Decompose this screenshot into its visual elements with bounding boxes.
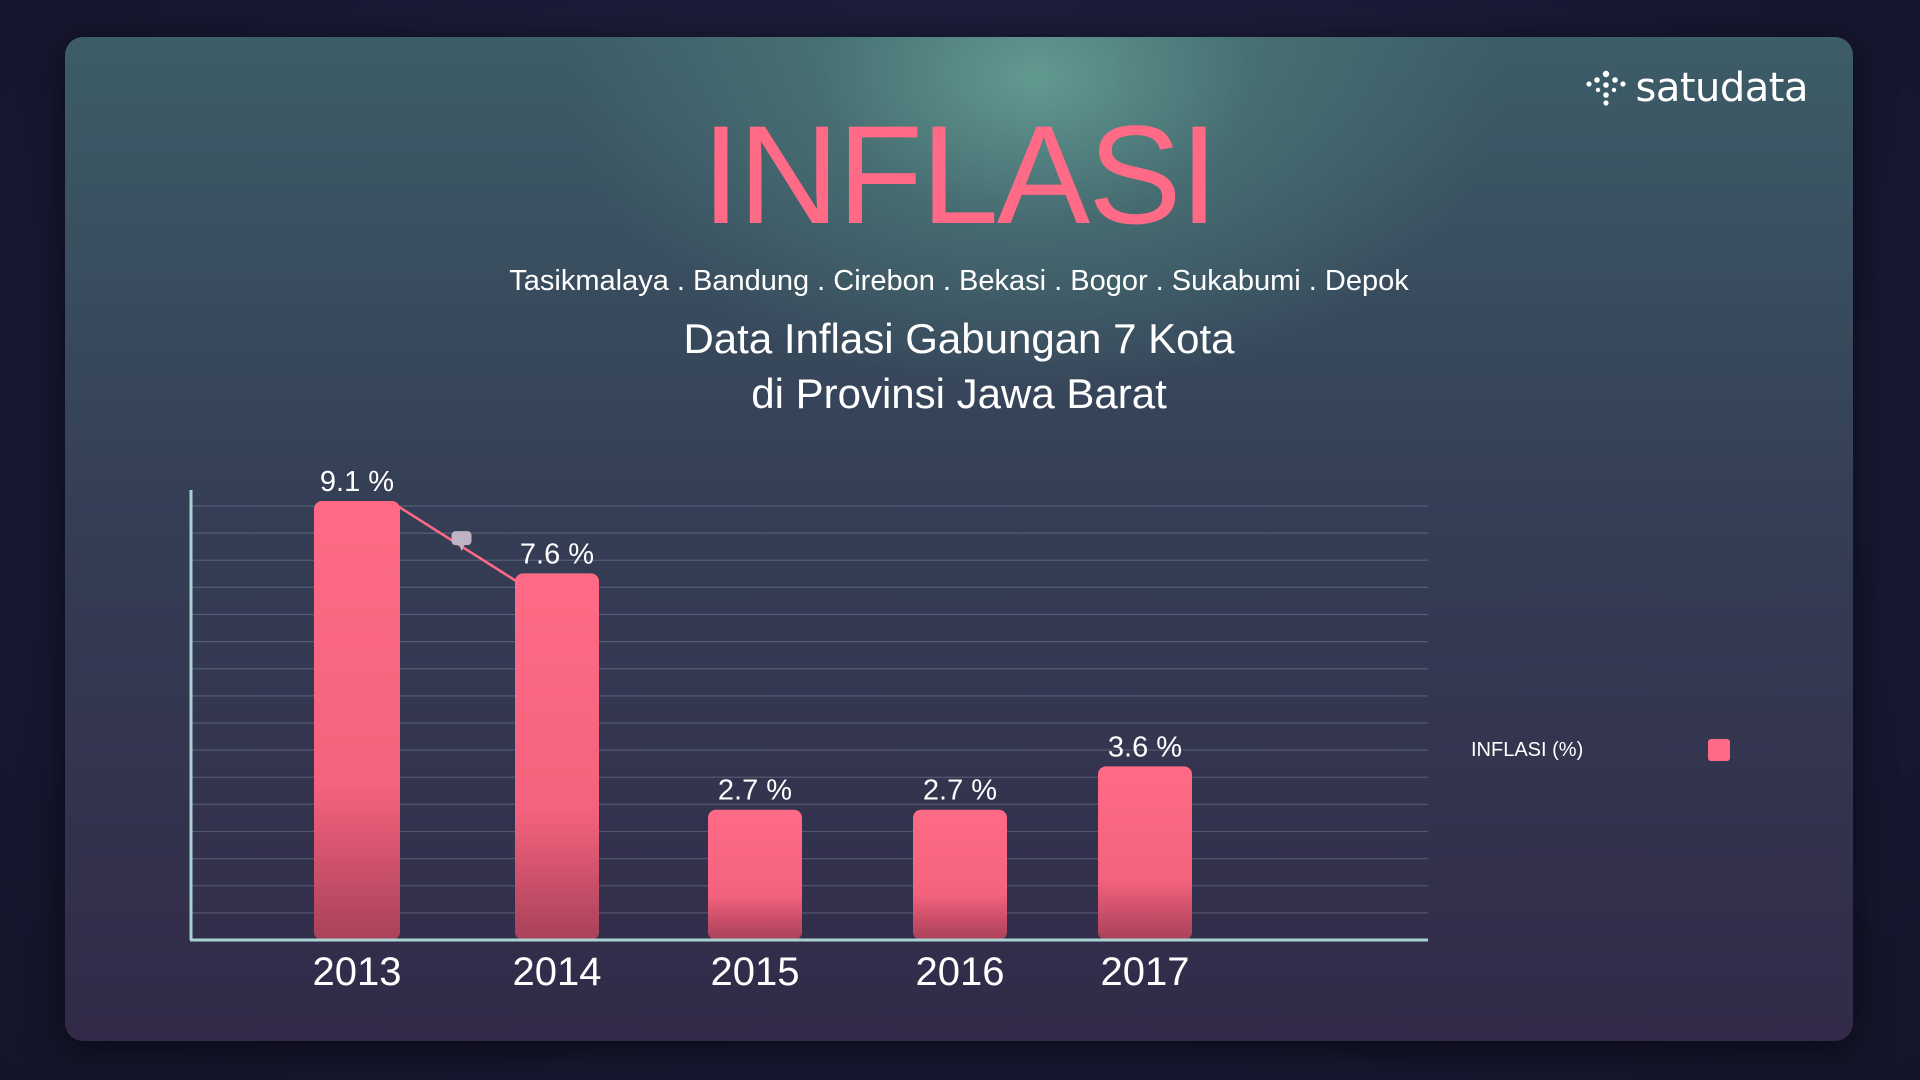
legend-label: INFLASI (%)	[1471, 739, 1584, 761]
x-tick-label-2013: 2013	[313, 950, 402, 994]
chart-subtitle-line2: di Provinsi Jawa Barat	[751, 370, 1167, 417]
data-label-2016: 2.7 %	[923, 775, 997, 807]
bar-2017	[1098, 766, 1192, 940]
bar-2013	[314, 501, 400, 940]
brand-name: satudata	[1635, 65, 1809, 111]
cities-list: Tasikmalaya . Bandung . Cirebon . Bekasi…	[509, 265, 1409, 297]
data-label-2014: 7.6 %	[520, 538, 594, 570]
bar-2015	[708, 809, 802, 940]
x-tick-label-2014: 2014	[513, 950, 602, 994]
bars	[314, 501, 1192, 940]
data-labels: 9.1 % 7.6 % 2.7 % 2.7 % 3.6 %	[320, 466, 1182, 807]
legend-swatch	[1708, 739, 1730, 761]
x-tick-label-2017: 2017	[1101, 950, 1190, 994]
comment-marker-icon	[451, 531, 472, 546]
x-tick-label-2015: 2015	[711, 950, 800, 994]
data-label-2013: 9.1 %	[320, 466, 394, 498]
data-label-2017: 3.6 %	[1108, 731, 1182, 763]
x-tick-label-2016: 2016	[916, 950, 1005, 994]
chart-legend: INFLASI (%)	[1471, 731, 1791, 771]
data-label-2015: 2.7 %	[718, 775, 792, 807]
comment-marker-tail	[459, 545, 465, 552]
satudata-logo-icon	[1585, 70, 1626, 106]
bar-2014	[515, 573, 599, 940]
page-title: INFLASI	[701, 96, 1218, 253]
bar-2016	[913, 809, 1007, 940]
chart-subtitle-line1: Data Inflasi Gabungan 7 Kota	[683, 315, 1235, 362]
axes: 2013 2014 2015 2016 2017	[189, 490, 1428, 994]
brand-logo: satudata	[1584, 65, 1809, 111]
trend-layer	[395, 503, 524, 587]
